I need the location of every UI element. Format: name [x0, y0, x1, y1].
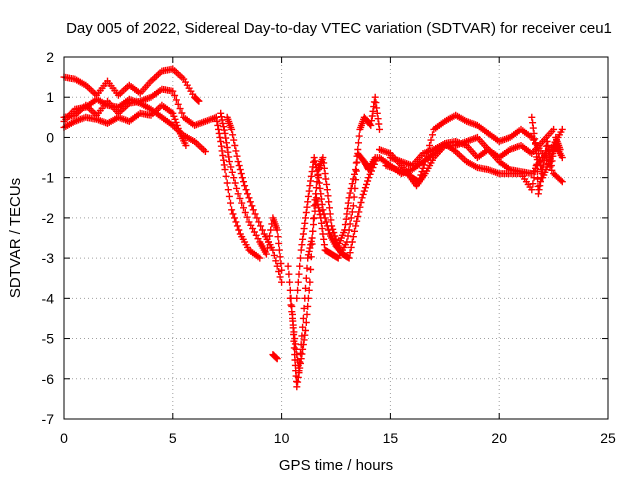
y-tick-label: -2 [42, 210, 55, 226]
x-axis-label: GPS time / hours [279, 457, 393, 474]
series-track-16 [528, 113, 564, 198]
plus-markers [269, 351, 281, 363]
series-track-10 [286, 150, 379, 375]
chart-title: Day 005 of 2022, Sidereal Day-to-day VTE… [66, 20, 612, 37]
series-track-5 [217, 109, 286, 274]
y-tick-label: 1 [46, 89, 54, 105]
series-track-11 [293, 154, 381, 302]
y-axis-label: SDTVAR / TECUs [7, 178, 24, 298]
y-tick-label: -7 [42, 411, 55, 427]
y-tick-label: 2 [46, 49, 54, 65]
plus-markers [212, 113, 264, 262]
x-tick-label: 5 [169, 430, 177, 446]
plus-markers [223, 113, 286, 286]
x-tick-label: 25 [600, 430, 616, 446]
x-tick-label: 10 [274, 430, 290, 446]
plot-frame [63, 56, 609, 420]
series-track-8 [269, 351, 281, 363]
series-track-7 [212, 113, 264, 262]
x-tick-labels: 0 5 10 15 20 25 [60, 430, 616, 446]
y-tick-label: -5 [42, 331, 55, 347]
plus-markers [217, 109, 286, 274]
data-points [60, 65, 566, 391]
plus-markers [293, 154, 381, 302]
x-tick-label: 20 [491, 430, 507, 446]
y-tick-label: 0 [46, 129, 54, 145]
plus-markers [528, 113, 564, 198]
y-tick-label: -1 [42, 170, 55, 186]
plus-markers [286, 150, 379, 375]
x-tick-label: 15 [383, 430, 399, 446]
axis-ticks [63, 56, 609, 420]
series-track-6 [223, 113, 286, 286]
x-tick-label: 0 [60, 430, 68, 446]
y-tick-label: -6 [42, 371, 55, 387]
y-tick-label: -3 [42, 250, 55, 266]
y-tick-label: -4 [42, 290, 55, 306]
y-tick-labels: 2 1 0 -1 -2 -3 -4 -5 -6 -7 [42, 49, 55, 427]
